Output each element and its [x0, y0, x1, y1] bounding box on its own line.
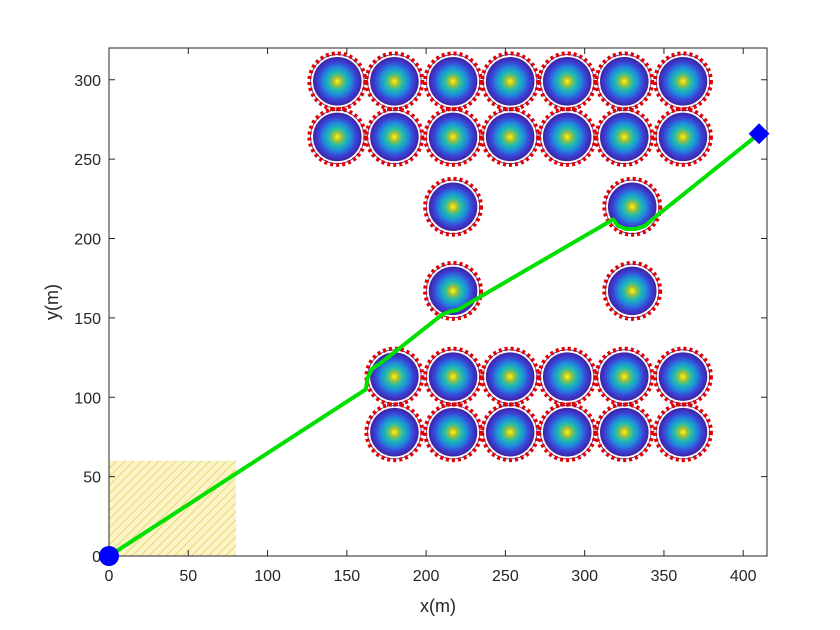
- obstacle: [537, 51, 598, 112]
- obstacle: [423, 402, 484, 463]
- obstacle: [653, 51, 713, 112]
- x-tick-label: 300: [571, 568, 598, 585]
- obstacle: [594, 402, 655, 463]
- obstacle: [423, 260, 484, 321]
- obstacle: [364, 346, 425, 407]
- obstacle: [364, 106, 425, 167]
- obstacle: [480, 346, 541, 407]
- x-tick-label: 200: [413, 568, 440, 585]
- path-line: [109, 131, 762, 556]
- x-tick-label: 400: [730, 568, 757, 585]
- obstacle: [423, 346, 484, 407]
- obstacle: [653, 106, 713, 167]
- obstacle: [423, 176, 484, 237]
- x-tick-label: 0: [105, 568, 114, 585]
- obstacle: [480, 106, 541, 167]
- y-tick-label: 300: [74, 73, 101, 90]
- y-tick-label: 250: [74, 152, 101, 169]
- x-tick-label: 150: [333, 568, 360, 585]
- x-tick-label: 100: [254, 568, 281, 585]
- y-tick-label: 50: [83, 470, 101, 487]
- obstacle: [594, 51, 655, 112]
- obstacle: [307, 51, 368, 112]
- obstacle: [307, 106, 368, 167]
- y-tick-label: 0: [92, 549, 101, 566]
- x-tick-label: 350: [651, 568, 678, 585]
- obstacle: [423, 51, 484, 112]
- obstacle: [537, 106, 598, 167]
- x-tick-label: 250: [492, 568, 519, 585]
- obstacle: [364, 402, 425, 463]
- obstacle: [480, 51, 541, 112]
- obstacle: [602, 260, 663, 321]
- obstacle: [594, 346, 655, 407]
- obstacle: [537, 402, 598, 463]
- x-axis-label: x(m): [420, 596, 456, 616]
- obstacle: [480, 402, 541, 463]
- start-marker: [99, 546, 119, 566]
- y-tick-label: 200: [74, 232, 101, 249]
- x-tick-label: 50: [179, 568, 197, 585]
- obstacle: [602, 176, 663, 237]
- obstacle: [594, 106, 655, 167]
- y-tick-label: 100: [74, 390, 101, 407]
- axes-box: [108, 47, 768, 557]
- obstacle: [423, 106, 484, 167]
- obstacle: [653, 402, 713, 463]
- obstacle: [537, 346, 598, 407]
- obstacle: [364, 51, 425, 112]
- obstacle: [653, 346, 713, 407]
- goal-marker: [748, 123, 770, 145]
- y-axis-label: y(m): [42, 284, 62, 320]
- y-tick-label: 150: [74, 311, 101, 328]
